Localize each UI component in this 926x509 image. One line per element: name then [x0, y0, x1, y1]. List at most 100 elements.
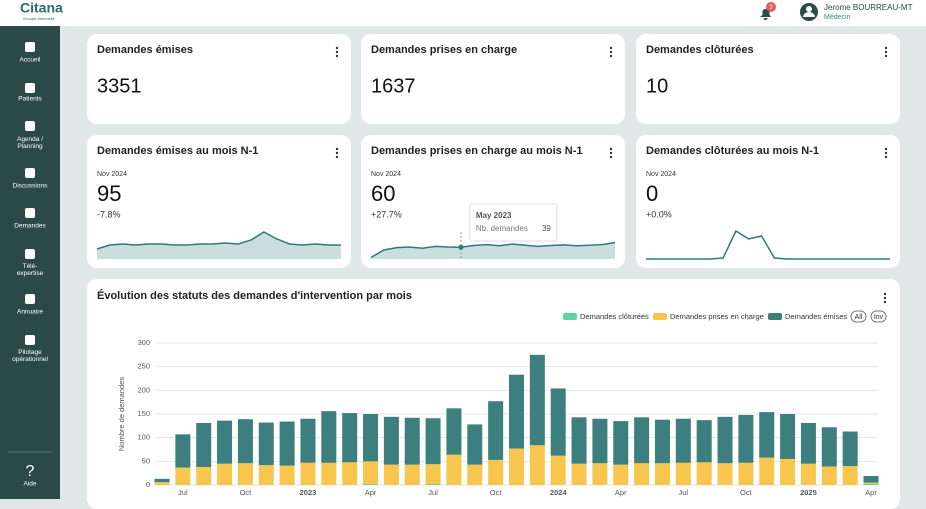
legend-button[interactable]: [870, 310, 887, 323]
bar: [258, 465, 274, 485]
menu-icon[interactable]: [335, 50, 339, 54]
menu-icon[interactable]: [884, 151, 888, 155]
kpi-title: Demandes clôturées: [646, 44, 754, 56]
x-tick-label: 2024: [550, 488, 568, 497]
y-tick-label: 100: [137, 433, 150, 442]
bar: [404, 417, 420, 465]
bar: [696, 462, 712, 485]
menu-icon[interactable]: [883, 296, 887, 300]
legend-swatch[interactable]: [563, 313, 577, 320]
x-tick-label: Oct: [240, 488, 253, 497]
bar: [279, 421, 295, 466]
menu-icon[interactable]: [884, 147, 888, 151]
kpi-value: 1637: [371, 75, 416, 97]
bar: [717, 463, 733, 485]
menu-icon[interactable]: [609, 46, 613, 50]
legend-swatch[interactable]: [768, 313, 782, 320]
x-tick-label: Oct: [740, 488, 753, 497]
menu-icon[interactable]: [884, 50, 888, 54]
nav-icon[interactable]: [25, 121, 35, 131]
nav-label[interactable]: Demandes: [14, 223, 46, 230]
menu-icon[interactable]: [609, 50, 613, 54]
nav-icon[interactable]: [25, 208, 35, 218]
bar: [759, 412, 775, 458]
bar: [592, 418, 608, 464]
bar: [217, 463, 233, 485]
kpi-title: Demandes prises en charge au mois N-1: [371, 145, 583, 157]
x-tick-label: Jul: [679, 488, 689, 497]
kpi-value: 95: [97, 181, 121, 206]
legend-button-label[interactable]: All: [855, 314, 863, 321]
menu-icon[interactable]: [609, 54, 613, 58]
kpi-period: Nov 2024: [97, 171, 127, 178]
x-tick-label: Oct: [490, 488, 503, 497]
menu-icon[interactable]: [609, 151, 613, 155]
bar: [467, 424, 483, 465]
menu-icon[interactable]: [883, 300, 887, 304]
nav-label[interactable]: Agenda / Planning: [17, 136, 43, 150]
menu-icon[interactable]: [335, 46, 339, 50]
bar: [321, 462, 337, 485]
nav-icon[interactable]: [25, 42, 35, 52]
legend-button[interactable]: [850, 310, 867, 323]
bar: [404, 464, 420, 485]
menu-icon[interactable]: [884, 155, 888, 159]
bar: [446, 408, 462, 455]
kpi-period: Nov 2024: [646, 171, 676, 178]
bar: [571, 463, 587, 485]
bar: [467, 464, 483, 485]
menu-icon[interactable]: [609, 155, 613, 159]
bar: [154, 478, 170, 483]
bar: [738, 414, 754, 463]
bar: [529, 445, 545, 485]
help-icon[interactable]: ?: [26, 463, 35, 480]
avatar-head: [806, 6, 812, 12]
kpi-title: Demandes émises: [97, 44, 193, 56]
nav-label[interactable]: Accueil: [20, 57, 42, 64]
bar: [363, 484, 379, 485]
legend-label[interactable]: Demandes prises en charge: [670, 312, 764, 321]
card: [361, 34, 625, 124]
nav-icon[interactable]: [25, 249, 35, 259]
nav-label[interactable]: Aide: [23, 481, 36, 488]
legend-swatch[interactable]: [653, 313, 667, 320]
menu-icon[interactable]: [335, 155, 339, 159]
bar: [217, 420, 233, 464]
menu-icon[interactable]: [884, 46, 888, 50]
legend-label[interactable]: Demandes émises: [785, 312, 847, 321]
nav-icon[interactable]: [25, 335, 35, 345]
bar: [383, 416, 399, 465]
kpi-change: -7.8%: [97, 209, 121, 219]
bell-icon[interactable]: [760, 8, 771, 20]
card: [87, 135, 351, 268]
bar: [237, 419, 253, 464]
x-tick-label: 2023: [300, 488, 317, 497]
nav-label[interactable]: Discussions: [13, 183, 48, 190]
bar: [571, 417, 587, 464]
menu-icon[interactable]: [335, 151, 339, 155]
menu-icon[interactable]: [883, 292, 887, 296]
sparkline-area: [97, 232, 341, 259]
menu-icon[interactable]: [884, 54, 888, 58]
tooltip-value: 39: [542, 224, 551, 233]
legend-button-label[interactable]: Inv: [874, 314, 884, 321]
nav-label[interactable]: Patients: [18, 96, 42, 103]
bar: [654, 419, 670, 464]
nav-icon[interactable]: [25, 168, 35, 178]
nav-label[interactable]: Annuaire: [17, 309, 43, 316]
nav-label[interactable]: Télé-expertise: [17, 263, 44, 277]
bar: [425, 464, 441, 485]
kpi-title: Demandes clôturées au mois N-1: [646, 145, 819, 157]
menu-icon[interactable]: [335, 54, 339, 58]
legend-label[interactable]: Demandes clôturées: [580, 312, 649, 321]
y-tick-label: 0: [146, 480, 150, 489]
bar: [196, 467, 212, 485]
bar: [654, 463, 670, 485]
menu-icon[interactable]: [609, 147, 613, 151]
nav-icon[interactable]: [25, 294, 35, 304]
menu-icon[interactable]: [335, 147, 339, 151]
nav-icon[interactable]: [25, 83, 35, 93]
bar: [425, 418, 441, 465]
nav-label[interactable]: Pilotage opérationnel: [12, 349, 48, 363]
